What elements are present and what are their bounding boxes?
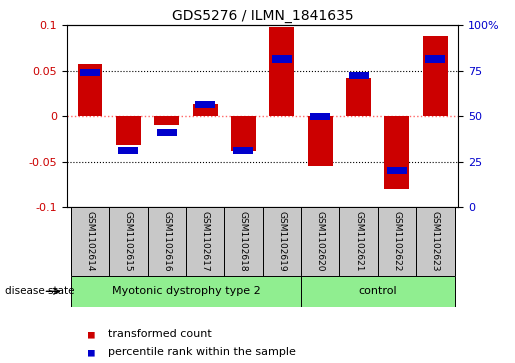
Bar	[385, 116, 409, 189]
Bar	[416, 207, 455, 276]
Text: ■: ■	[88, 329, 94, 339]
Title: GDS5276 / ILMN_1841635: GDS5276 / ILMN_1841635	[172, 9, 353, 23]
Text: GSM1102620: GSM1102620	[316, 211, 325, 272]
Bar	[349, 72, 369, 79]
Bar	[116, 116, 141, 145]
Bar	[269, 27, 294, 116]
Bar	[147, 207, 186, 276]
Text: GSM1102618: GSM1102618	[239, 211, 248, 272]
Text: percentile rank within the sample: percentile rank within the sample	[108, 347, 296, 357]
Bar	[310, 113, 330, 120]
Bar	[154, 116, 179, 125]
Bar	[109, 207, 147, 276]
Bar	[425, 55, 445, 62]
Bar	[118, 147, 139, 154]
Text: GSM1102622: GSM1102622	[392, 211, 402, 272]
Bar	[224, 207, 263, 276]
Text: GSM1102616: GSM1102616	[162, 211, 171, 272]
Text: ■: ■	[88, 347, 94, 357]
Text: GSM1102619: GSM1102619	[278, 211, 286, 272]
Text: control: control	[358, 286, 397, 296]
Bar	[77, 65, 102, 116]
Bar	[231, 116, 256, 151]
Bar	[157, 129, 177, 136]
Bar	[233, 147, 253, 154]
Bar	[263, 207, 301, 276]
Text: disease state: disease state	[5, 286, 75, 296]
Bar	[346, 78, 371, 116]
Text: GSM1102614: GSM1102614	[85, 211, 94, 272]
Bar	[378, 207, 416, 276]
Bar	[71, 207, 109, 276]
Bar	[423, 36, 448, 116]
Bar	[71, 276, 301, 307]
Bar	[308, 116, 333, 166]
Bar	[195, 101, 215, 108]
Text: GSM1102621: GSM1102621	[354, 211, 363, 272]
Text: GSM1102617: GSM1102617	[200, 211, 210, 272]
Bar	[186, 207, 224, 276]
Bar	[80, 69, 100, 76]
Text: Myotonic dystrophy type 2: Myotonic dystrophy type 2	[112, 286, 260, 296]
Text: transformed count: transformed count	[108, 329, 212, 339]
Text: GSM1102615: GSM1102615	[124, 211, 133, 272]
Bar	[272, 55, 292, 62]
Bar	[193, 105, 217, 116]
Text: GSM1102623: GSM1102623	[431, 211, 440, 272]
Bar	[387, 167, 407, 174]
Bar	[301, 207, 339, 276]
Bar	[339, 207, 378, 276]
Bar	[301, 276, 455, 307]
